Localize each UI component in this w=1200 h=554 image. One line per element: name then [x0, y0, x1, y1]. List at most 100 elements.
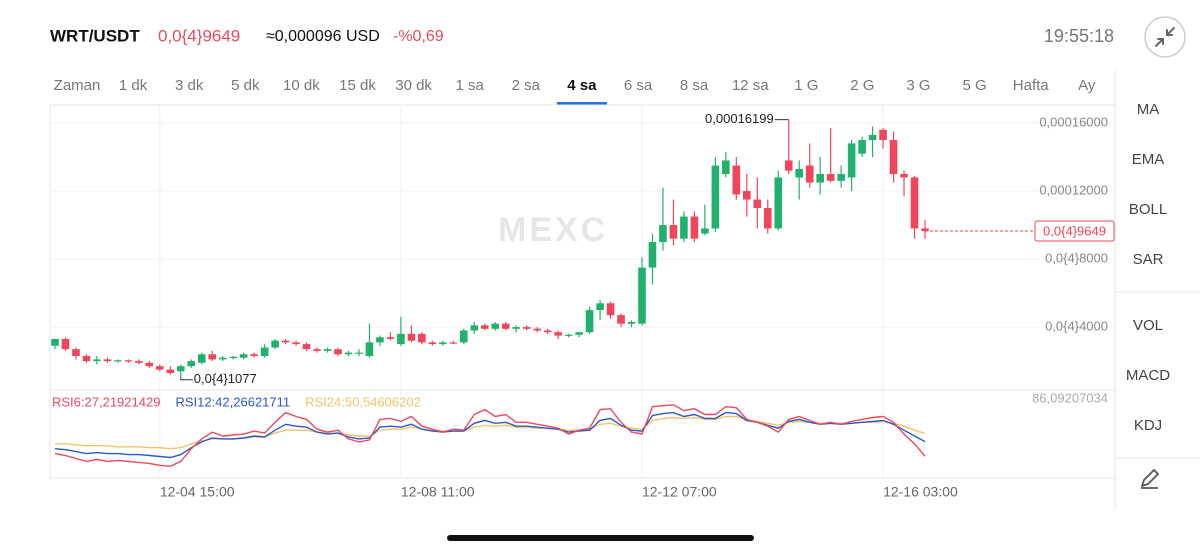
timeframe-tab[interactable]: 6 sa [624, 77, 653, 94]
x-tick-label: 12-12 07:00 [642, 484, 717, 500]
rsi-line [54, 404, 926, 468]
last-price-label: 0,0{4}9649 [1043, 223, 1106, 238]
collapse-icon[interactable] [1155, 27, 1175, 47]
candle-body [323, 349, 332, 351]
candle-body [480, 325, 489, 329]
candle-body [260, 347, 269, 356]
candle-body [51, 338, 59, 346]
plot-frame [49, 104, 1116, 479]
candle-body [302, 344, 311, 350]
timeframe-tab[interactable]: 1 G [794, 77, 818, 94]
tabs: Zaman 1 dk 3 dk 5 dk 10 dk 15 dk 30 dk 1 sa 2 sa… [54, 77, 1096, 105]
candle-body [271, 340, 279, 348]
candle-body [61, 338, 70, 350]
candle-body [72, 349, 80, 356]
candle-body [543, 330, 552, 333]
low-label: 0,0{4}1077 [194, 371, 257, 386]
candle-body [858, 140, 866, 154]
candle-body [564, 334, 573, 336]
rsi-legend: RSI24:50,54606202 [305, 394, 421, 409]
candle-body [638, 267, 646, 324]
candle-body [491, 323, 500, 329]
rsi-legend: RSI6:27,21921429 [52, 394, 160, 409]
candle-body [743, 191, 751, 200]
candle-body [166, 369, 175, 373]
y-tick-label: 0,0{4}4000 [1045, 319, 1108, 334]
candle-body [197, 354, 206, 363]
candle-body [753, 199, 762, 209]
button-circle[interactable] [1144, 16, 1186, 58]
timeframe-tab[interactable]: 1 dk [119, 77, 148, 94]
timeframe-tab[interactable]: 30 dk [395, 77, 432, 94]
indicator-sidebar: MA EMA BOLL SAR VOL MACD KDJ [1115, 101, 1200, 459]
x-tick-label: 12-16 03:00 [883, 484, 958, 500]
indicator-button[interactable]: KDJ [1134, 417, 1162, 434]
candle-body [292, 342, 300, 345]
timeframe-tab[interactable]: 1 sa [456, 77, 485, 94]
indicator-button[interactable]: MA [1137, 101, 1160, 118]
candle-body [921, 228, 929, 232]
candle-body [428, 342, 437, 345]
low-leader [180, 376, 193, 381]
home-indicator [447, 535, 754, 541]
timeframe-tab[interactable]: 4 sa [567, 77, 597, 94]
timeframe-tab[interactable]: Ay [1078, 77, 1096, 94]
candle-body [355, 352, 363, 354]
timeframe-tab[interactable]: 12 sa [732, 77, 769, 94]
timeframe-tab[interactable]: 15 dk [339, 77, 376, 94]
high-label: 0,00016199 [705, 111, 774, 126]
candle-body [690, 216, 699, 239]
candle-body [596, 303, 604, 311]
timeframe-tab[interactable]: 2 sa [512, 77, 541, 94]
timeframe-tab[interactable]: Zaman [54, 77, 101, 94]
candle-body [512, 327, 521, 329]
candle-body [418, 333, 426, 343]
indicator-button[interactable]: SAR [1133, 251, 1164, 268]
candle-body [722, 160, 730, 175]
candle-body [208, 354, 217, 360]
candle-body [680, 216, 688, 239]
candle-body [449, 342, 458, 344]
indicator-button[interactable]: EMA [1132, 151, 1165, 168]
timeframe-tab[interactable]: 3 G [906, 77, 930, 94]
candle-body [135, 361, 143, 363]
candle-body [397, 333, 405, 345]
last-price-box [1034, 220, 1115, 242]
candle-body [365, 342, 374, 356]
candle-body [868, 134, 877, 141]
draw-tool-icon[interactable] [1141, 469, 1159, 489]
candle-body [732, 165, 741, 195]
candle-body [784, 160, 793, 171]
collapse-button[interactable] [1144, 16, 1186, 58]
timeframe-tab[interactable]: 5 dk [231, 77, 260, 94]
candle-body [344, 352, 353, 355]
candle-body [470, 325, 479, 331]
candle-body [533, 328, 541, 331]
indicator-button[interactable]: BOLL [1129, 201, 1167, 218]
timeframe-tab[interactable]: 8 sa [680, 77, 709, 94]
candle-body [156, 366, 164, 370]
candle-body [218, 357, 227, 360]
candle-body [774, 177, 783, 229]
candle-body [386, 337, 395, 339]
rsi-legend: RSI12:42,26621711 [175, 394, 290, 409]
pair[interactable]: WRT/USDT [50, 26, 140, 45]
candle-body [554, 332, 562, 336]
indicator-button[interactable]: MACD [1126, 367, 1170, 384]
timeframe-tab[interactable]: 5 G [963, 77, 987, 94]
candle-body [659, 225, 667, 243]
timeframe-tab[interactable]: 10 dk [283, 77, 320, 94]
x-tick-label: 12-08 11:00 [401, 484, 475, 500]
timeframe-tab[interactable]: 3 dk [175, 77, 204, 94]
timeframe-tab[interactable]: Hafta [1013, 77, 1050, 94]
indicator-button[interactable]: VOL [1133, 317, 1163, 334]
x-tick-label: 12-04 15:00 [160, 484, 235, 500]
timeframe-tab[interactable]: 2 G [850, 77, 874, 94]
candle-body [103, 359, 112, 362]
watermark: MEXC [498, 211, 608, 249]
candle-body [879, 129, 887, 141]
rsi-line [54, 411, 926, 459]
candle-body [176, 366, 185, 372]
